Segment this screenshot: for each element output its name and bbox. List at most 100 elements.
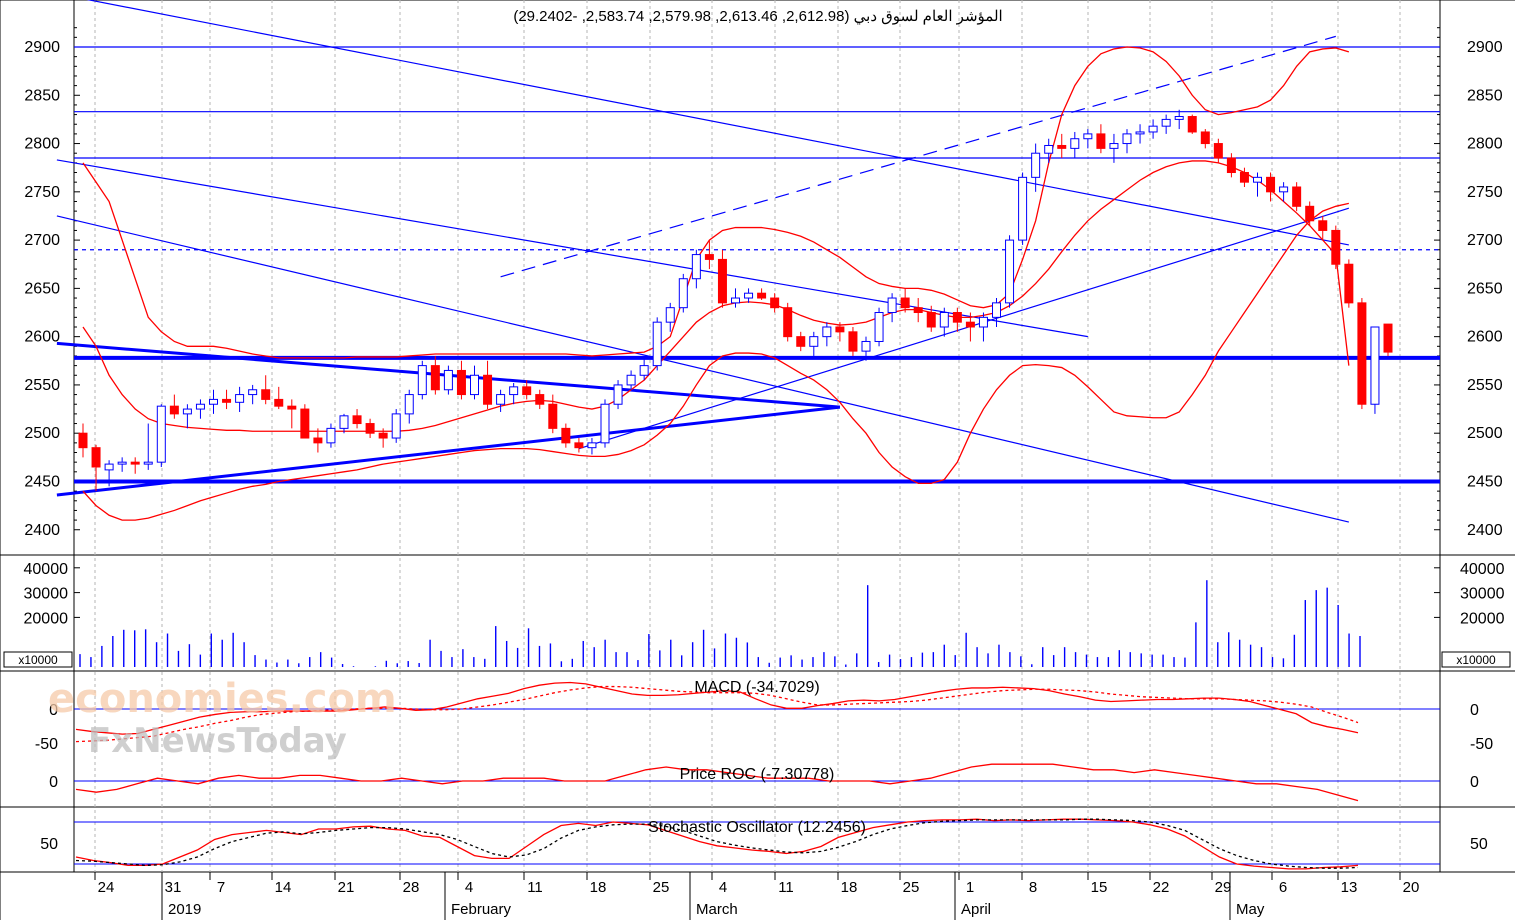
candle-body [652,321,662,367]
x-month-label: May [1236,901,1265,918]
volume-y-tick-label-right: 30000 [1460,586,1505,603]
candle-body [1357,302,1367,405]
y-tick-label-right: 2600 [1467,329,1503,346]
x-day-tick-label: 8 [1029,879,1037,896]
candle-body [613,384,623,405]
candle-body [1187,116,1197,133]
indicator-panel [74,763,1440,802]
candle-body [796,336,806,347]
candle-body [822,326,832,338]
x-day-tick-label: 18 [841,879,858,896]
y-tick-label-left: 2900 [24,39,60,56]
candle-body [261,389,271,400]
candle-body [1070,138,1080,149]
candle-body [835,326,845,333]
y-tick-label-left: 2850 [24,87,60,104]
x-day-tick-label: 24 [98,879,115,896]
x-day-tick-label: 22 [1153,879,1170,896]
x-day-tick-label: 28 [403,879,420,896]
volume-panel [79,580,1361,667]
x-month-label: March [696,901,738,918]
x-day-tick-label: 7 [217,879,225,896]
candle-body [535,394,545,405]
trendline [56,215,1349,523]
candle-body [391,413,401,439]
x-day-tick-label: 15 [1091,879,1108,896]
y-tick-label-right: 2700 [1467,232,1503,249]
x-day-tick-label: 6 [1279,879,1287,896]
chart-title: المؤشر العام لسوق دبي (2,612.98, 2,613.4… [513,8,1002,25]
candle-body [861,340,871,352]
candle-body [1122,133,1132,145]
x-day-tick-label: 4 [465,879,473,896]
indicator-series-line [75,818,1359,869]
y-tick-label-right: 2450 [1467,473,1503,490]
candle-body [313,437,323,444]
indicator-y-tick-label-right: 50 [1470,836,1488,853]
candle-body [300,408,310,439]
candle-body [456,369,466,396]
candle-body [1305,205,1315,222]
indicator-series-line [75,685,1359,743]
candle-body [1239,172,1249,183]
candle-body [587,442,597,449]
candle-body [365,423,375,434]
candle-body [274,398,284,407]
x-day-tick-label: 20 [1403,879,1420,896]
candle-body [470,374,479,396]
volume-y-tick-label-right: 20000 [1460,610,1505,627]
candle-body [1200,131,1210,145]
volume-y-tick-label-right: 40000 [1460,561,1505,578]
x-day-tick-label: 4 [719,879,727,896]
y-tick-label-left: 2400 [24,522,60,539]
candle-body [717,258,727,304]
candle-body [548,403,558,429]
candle-body [939,312,949,328]
candle-body [978,316,988,328]
watermark-logo: economies.com [48,676,397,722]
stochastic-title: Stochastic Oscillator (12.2456) [648,819,866,836]
candle-body [665,307,675,323]
y-tick-label-left: 2650 [24,280,60,297]
candle-body [874,312,884,342]
candle-body [1344,263,1354,304]
candle-body [691,254,701,280]
candle-body [443,369,453,391]
y-tick-label-right: 2400 [1467,522,1503,539]
candle-body [678,278,688,309]
x-day-tick-label: 25 [903,879,920,896]
candle-body [926,312,936,328]
y-tick-label-left: 2800 [24,136,60,153]
candle-body [169,405,179,415]
candle-body [992,302,1001,318]
y-tick-label-right: 2750 [1467,184,1503,201]
candle-body [561,427,571,444]
y-tick-label-left: 2550 [24,377,60,394]
x-day-tick-label: 13 [1341,879,1358,896]
candle-body [783,307,793,338]
candle-body [1057,144,1067,149]
candle-body [117,461,127,465]
candle-body [1096,133,1106,149]
candle-body [1148,125,1158,133]
candle-body [522,386,532,396]
indicator-panel [74,818,1440,870]
x-month-label: February [451,901,512,918]
candle-body [352,415,362,425]
y-tick-label-left: 2600 [24,329,60,346]
candle-body [1031,152,1041,178]
candle-body [757,292,767,299]
candle-body [744,292,754,299]
candle-body [417,365,427,396]
x-month-label: 2019 [168,901,201,918]
candle-body [770,297,780,309]
volume-unit-label-left: x10000 [3,651,73,668]
volume-unit-text: x10000 [18,653,58,667]
y-tick-label-right: 2850 [1467,87,1503,104]
trendline [500,35,1336,278]
candle-body [248,389,258,396]
candle-body [731,297,740,304]
candle-body [1292,186,1302,207]
candle-body [887,297,897,314]
